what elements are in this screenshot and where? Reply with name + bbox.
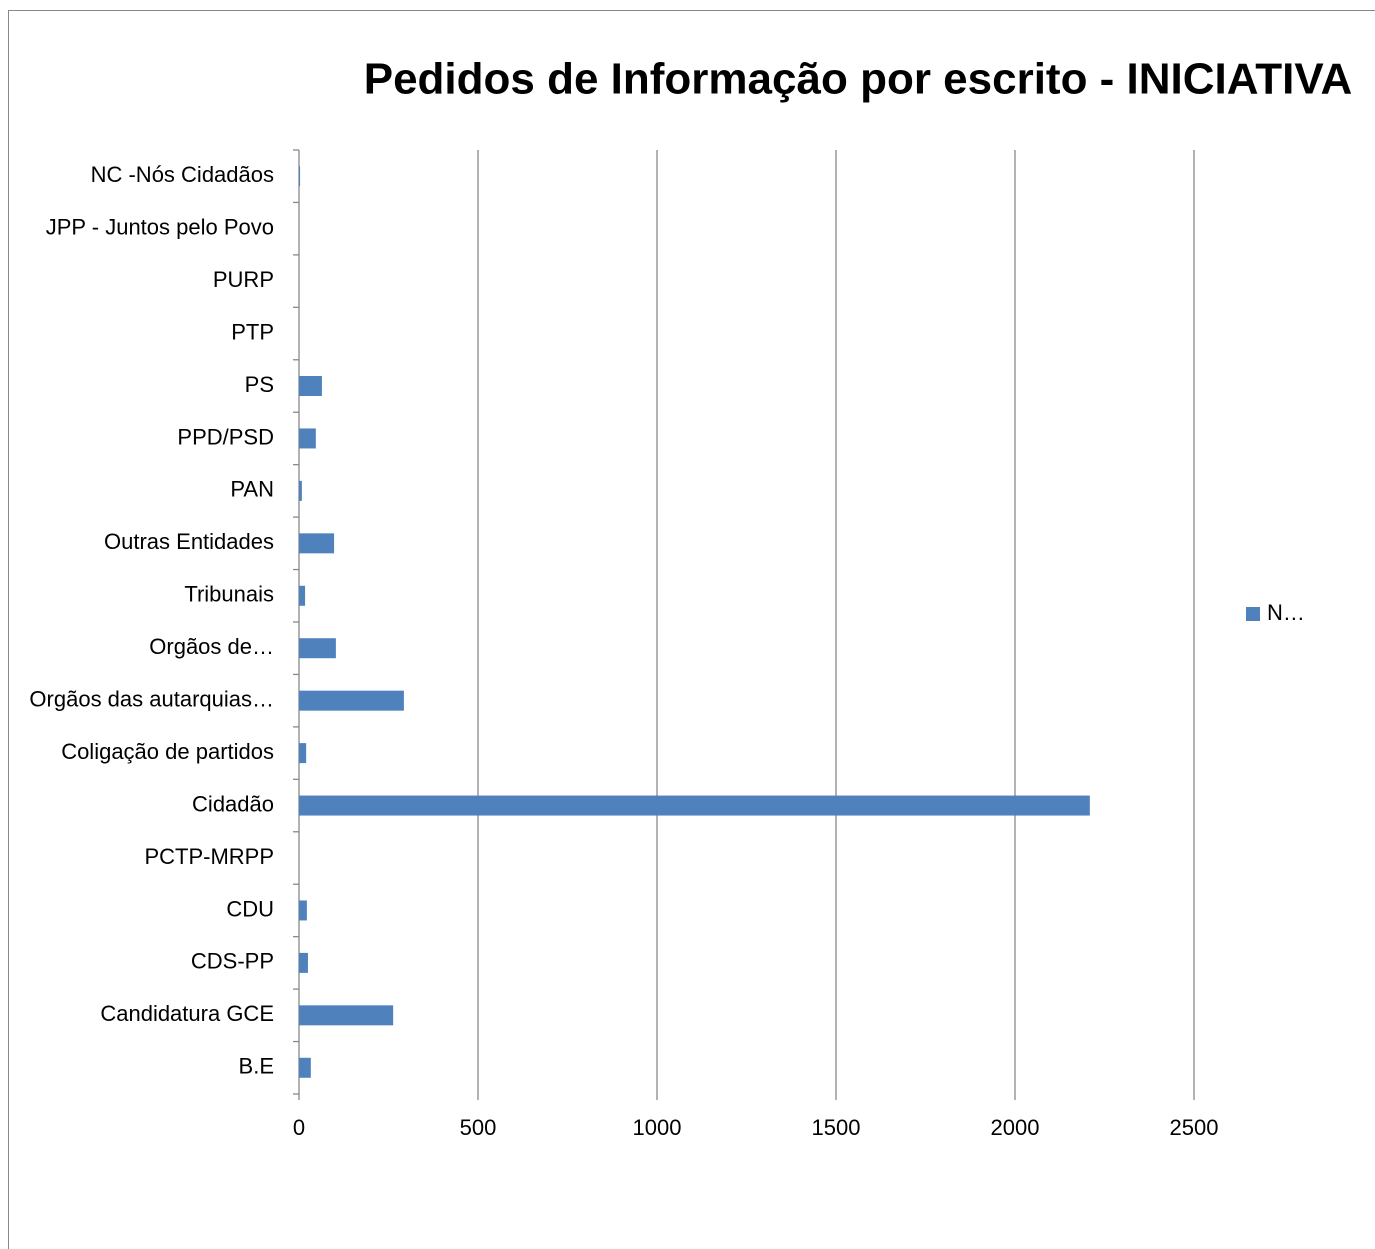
y-tick-label: PCTP-MRPP bbox=[144, 844, 274, 869]
x-tick-label: 1500 bbox=[812, 1115, 861, 1140]
y-tick-label: CDS-PP bbox=[191, 949, 274, 974]
y-tick-label: PURP bbox=[213, 267, 274, 292]
bar bbox=[299, 480, 302, 501]
x-tick-label: 2500 bbox=[1170, 1115, 1219, 1140]
legend-swatch bbox=[1246, 607, 1260, 621]
y-tick-label: PAN bbox=[230, 477, 274, 502]
bar bbox=[299, 166, 301, 187]
bar bbox=[299, 428, 316, 449]
bar bbox=[299, 900, 307, 921]
y-tick-label: Orgãos de… bbox=[149, 634, 274, 659]
y-tick-label: Orgãos das autarquias… bbox=[29, 686, 274, 711]
y-tick-label: Coligação de partidos bbox=[61, 739, 274, 764]
y-tick-label: B.E bbox=[239, 1054, 274, 1079]
bar bbox=[299, 376, 322, 396]
bar bbox=[299, 795, 1090, 816]
chart-title: Pedidos de Informação por escrito - INIC… bbox=[364, 55, 1353, 104]
bar bbox=[299, 638, 336, 659]
y-tick-label: JPP - Juntos pelo Povo bbox=[46, 214, 274, 239]
y-tick-label: Outras Entidades bbox=[104, 529, 274, 554]
bar bbox=[299, 533, 335, 554]
bar bbox=[299, 585, 306, 606]
bar bbox=[299, 1057, 311, 1078]
y-tick-label: Tribunais bbox=[184, 582, 274, 607]
x-tick-label: 2000 bbox=[991, 1115, 1040, 1140]
bar bbox=[299, 690, 404, 711]
y-tick-label: CDU bbox=[226, 896, 274, 921]
chart-border bbox=[8, 10, 1375, 1249]
y-tick-label: Candidatura GCE bbox=[100, 1001, 274, 1026]
x-tick-label: 500 bbox=[460, 1115, 497, 1140]
y-tick-label: PS bbox=[245, 372, 274, 397]
y-tick-label: Cidadão bbox=[192, 791, 274, 816]
bar bbox=[299, 743, 307, 764]
x-tick-label: 0 bbox=[293, 1115, 305, 1140]
legend-label: N… bbox=[1267, 600, 1305, 625]
bar bbox=[299, 952, 308, 973]
y-tick-label: PPD/PSD bbox=[177, 424, 274, 449]
x-tick-label: 1000 bbox=[633, 1115, 682, 1140]
bar bbox=[299, 1005, 394, 1026]
y-tick-label: PTP bbox=[231, 319, 274, 344]
y-tick-label: NC -Nós Cidadãos bbox=[91, 162, 274, 187]
